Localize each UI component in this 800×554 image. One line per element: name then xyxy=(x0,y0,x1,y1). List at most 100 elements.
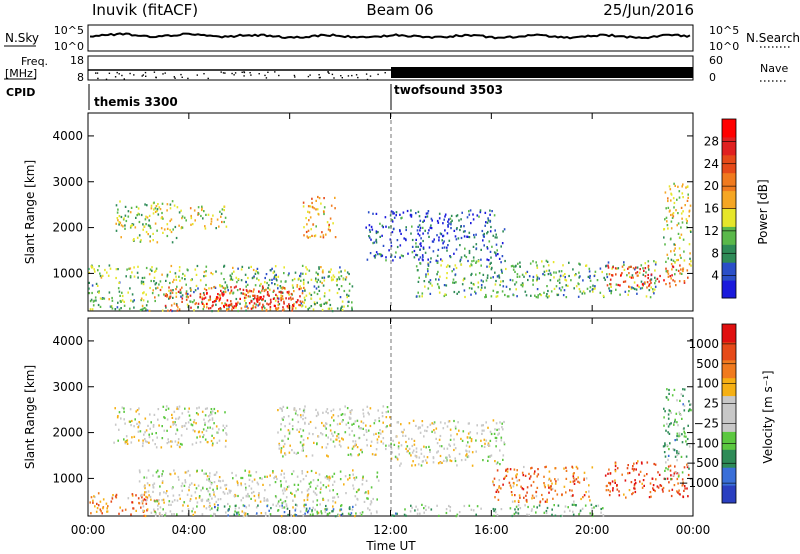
velocity-cell xyxy=(633,468,636,471)
velocity-cell xyxy=(376,438,379,441)
power-cell xyxy=(318,266,320,269)
power-cell xyxy=(669,275,672,278)
nave-dot xyxy=(365,73,368,75)
velocity-cell xyxy=(306,489,309,492)
power-cell xyxy=(453,229,456,232)
velocity-cell xyxy=(207,415,210,418)
freq-tick-bottom: 8 xyxy=(77,71,84,84)
velocity-cell xyxy=(537,473,540,476)
velocity-cell xyxy=(498,486,500,489)
velocity-cell xyxy=(140,506,142,509)
power-cell xyxy=(644,281,646,284)
power-cell xyxy=(175,303,178,306)
x-tick-label: 04:00 xyxy=(172,523,207,537)
power-cell xyxy=(678,280,681,283)
velocity-cell xyxy=(288,422,291,425)
power-cell xyxy=(332,222,334,225)
power-cell xyxy=(242,288,245,291)
power-cell xyxy=(329,303,332,307)
velocity-cell xyxy=(360,448,363,451)
velocity-cell xyxy=(164,514,166,517)
power-cell xyxy=(317,272,319,275)
velocity-cell xyxy=(159,506,162,509)
velocity-cell xyxy=(234,507,237,510)
power-cell xyxy=(460,263,463,266)
power-cell xyxy=(176,309,179,312)
power-cell xyxy=(224,302,226,305)
power-cell xyxy=(461,283,464,286)
velocity-cell xyxy=(154,514,157,517)
power-cell xyxy=(344,269,346,272)
velocity-cell xyxy=(139,430,142,433)
velocity-cell xyxy=(298,430,300,433)
velocity-cell xyxy=(527,505,529,509)
velocity-cell xyxy=(460,437,462,440)
power-cell xyxy=(519,261,521,264)
power-ytick-label: 2000 xyxy=(52,221,83,235)
power-cell xyxy=(318,289,321,292)
velocity-cell xyxy=(145,502,148,505)
velocity-cell xyxy=(245,488,247,491)
power-cell xyxy=(263,289,266,293)
power-cell xyxy=(316,281,318,284)
velocity-cell xyxy=(284,500,287,503)
power-cell xyxy=(579,263,581,266)
power-cell xyxy=(646,281,649,284)
power-cell xyxy=(443,246,446,249)
velocity-cell xyxy=(222,479,224,482)
power-cell xyxy=(547,273,550,276)
power-cell xyxy=(190,279,192,282)
velocity-cell xyxy=(146,482,149,485)
velocity-cell xyxy=(679,434,681,437)
velocity-cell xyxy=(676,472,678,475)
velocity-cell xyxy=(664,410,666,413)
velocity-cell xyxy=(435,427,438,430)
velocity-cell xyxy=(375,453,377,456)
power-cell xyxy=(230,277,232,280)
velocity-cell xyxy=(476,505,479,508)
power-cell xyxy=(258,298,260,301)
power-cell xyxy=(327,228,330,231)
power-cell xyxy=(155,282,158,285)
power-cell xyxy=(175,275,177,278)
power-cell xyxy=(470,222,472,225)
velocity-cell xyxy=(668,409,671,412)
velocity-cell xyxy=(138,421,140,424)
nave-dot xyxy=(278,74,280,77)
power-cell xyxy=(546,260,549,263)
velocity-cell xyxy=(177,417,180,420)
power-cell xyxy=(486,258,488,261)
velocity-cell xyxy=(484,442,486,445)
power-cell xyxy=(292,297,294,300)
velocity-cell xyxy=(315,471,317,474)
power-cell xyxy=(240,292,243,295)
power-cell xyxy=(120,236,122,239)
power-cell xyxy=(639,287,642,290)
velocity-cell xyxy=(495,445,497,448)
velocity-cell xyxy=(167,407,170,410)
power-cell xyxy=(319,235,322,238)
velocity-cell xyxy=(420,448,422,451)
velocity-cell xyxy=(209,413,211,416)
velocity-cell xyxy=(180,485,183,488)
velocity-cell xyxy=(196,469,198,472)
velocity-cell xyxy=(575,478,578,481)
power-cell xyxy=(172,228,174,231)
power-cell xyxy=(368,236,371,239)
velocity-cell xyxy=(426,456,429,459)
velocity-cell xyxy=(280,473,282,476)
power-cell xyxy=(672,215,675,218)
velocity-cell xyxy=(158,424,160,427)
velocity-cell xyxy=(250,497,252,500)
velocity-cell xyxy=(141,444,144,448)
velocity-cell xyxy=(306,496,309,499)
velocity-cell xyxy=(390,442,392,445)
velocity-cell xyxy=(165,408,167,411)
velocity-cell xyxy=(143,476,145,479)
power-cell xyxy=(638,271,641,274)
velocity-cell xyxy=(222,424,225,427)
velocity-cell xyxy=(449,438,452,441)
nave-dot xyxy=(369,75,372,77)
power-cell xyxy=(418,215,421,218)
power-cell xyxy=(209,295,211,298)
